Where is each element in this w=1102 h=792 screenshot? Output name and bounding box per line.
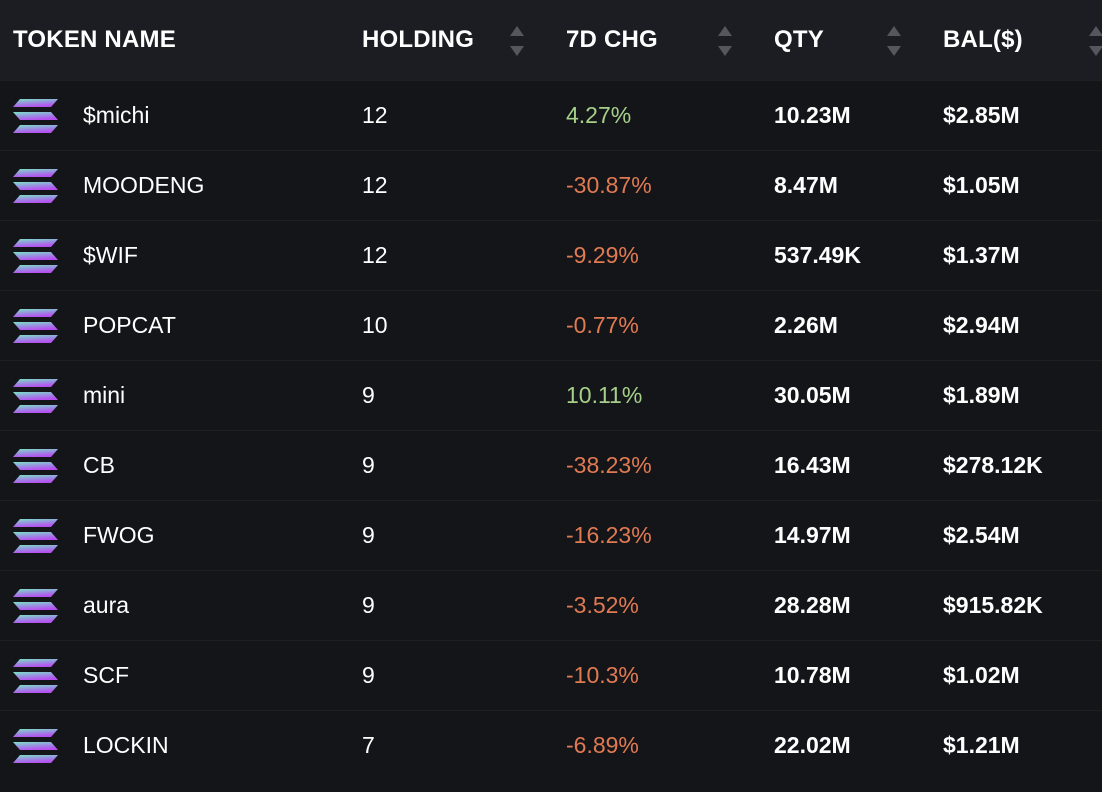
change-7d: -30.87% <box>566 172 652 198</box>
column-header-balance[interactable]: BAL($) <box>943 26 1023 53</box>
holding-count: 12 <box>362 172 388 198</box>
solana-icon <box>12 728 59 764</box>
quantity: 537.49K <box>774 242 861 268</box>
table-row[interactable]: aura 9 -3.52% 28.28M $915.82K <box>0 570 1102 640</box>
balance: $915.82K <box>943 592 1043 618</box>
balance: $1.21M <box>943 732 1020 758</box>
table-body: $michi 12 4.27% 10.23M $2.85M MOODENG 12… <box>0 80 1102 780</box>
quantity: 10.23M <box>774 102 851 128</box>
solana-icon <box>12 238 59 274</box>
token-name[interactable]: LOCKIN <box>83 732 169 758</box>
holding-count: 10 <box>362 312 388 338</box>
table-row[interactable]: $WIF 12 -9.29% 537.49K $1.37M <box>0 220 1102 290</box>
holding-count: 9 <box>362 662 375 688</box>
table-row[interactable]: LOCKIN 7 -6.89% 22.02M $1.21M <box>0 710 1102 780</box>
token-name[interactable]: mini <box>83 382 126 408</box>
table-row[interactable]: FWOG 9 -16.23% 14.97M $2.54M <box>0 500 1102 570</box>
token-name[interactable]: $WIF <box>83 242 138 268</box>
balance: $1.89M <box>943 382 1020 408</box>
token-name[interactable]: aura <box>83 592 130 618</box>
balance: $2.94M <box>943 312 1020 338</box>
quantity: 14.97M <box>774 522 851 548</box>
sort-balance-icon[interactable] <box>1089 26 1102 56</box>
balance: $1.05M <box>943 172 1020 198</box>
quantity: 22.02M <box>774 732 851 758</box>
token-name[interactable]: FWOG <box>83 522 155 548</box>
table-header: TOKEN NAME HOLDING 7D CHG QTY BAL($) <box>0 0 1102 80</box>
holding-count: 9 <box>362 592 375 618</box>
holding-count: 9 <box>362 452 375 478</box>
holding-count: 12 <box>362 242 388 268</box>
change-7d: -38.23% <box>566 452 652 478</box>
token-name[interactable]: MOODENG <box>83 172 205 198</box>
solana-icon <box>12 98 59 134</box>
quantity: 2.26M <box>774 312 838 338</box>
table-row[interactable]: POPCAT 10 -0.77% 2.26M $2.94M <box>0 290 1102 360</box>
quantity: 10.78M <box>774 662 851 688</box>
balance: $2.85M <box>943 102 1020 128</box>
solana-icon <box>12 378 59 414</box>
quantity: 8.47M <box>774 172 838 198</box>
solana-icon <box>12 518 59 554</box>
quantity: 30.05M <box>774 382 851 408</box>
solana-icon <box>12 658 59 694</box>
change-7d: 10.11% <box>566 382 643 408</box>
table-row[interactable]: CB 9 -38.23% 16.43M $278.12K <box>0 430 1102 500</box>
holding-count: 9 <box>362 522 375 548</box>
sort-7d-change-icon[interactable] <box>718 26 732 56</box>
quantity: 28.28M <box>774 592 851 618</box>
table-row[interactable]: $michi 12 4.27% 10.23M $2.85M <box>0 80 1102 150</box>
change-7d: 4.27% <box>566 102 632 128</box>
solana-icon <box>12 168 59 204</box>
token-name[interactable]: POPCAT <box>83 312 176 338</box>
change-7d: -3.52% <box>566 592 639 618</box>
solana-icon <box>12 308 59 344</box>
sort-qty-icon[interactable] <box>887 26 901 56</box>
balance: $1.02M <box>943 662 1020 688</box>
change-7d: -16.23% <box>566 522 652 548</box>
solana-icon <box>12 588 59 624</box>
change-7d: -10.3% <box>566 662 639 688</box>
holding-count: 9 <box>362 382 375 408</box>
change-7d: -9.29% <box>566 242 639 268</box>
balance: $1.37M <box>943 242 1020 268</box>
table-row[interactable]: SCF 9 -10.3% 10.78M $1.02M <box>0 640 1102 710</box>
sort-holding-icon[interactable] <box>510 26 524 56</box>
column-header-token-name: TOKEN NAME <box>13 26 176 53</box>
change-7d: -0.77% <box>566 312 639 338</box>
change-7d: -6.89% <box>566 732 639 758</box>
quantity: 16.43M <box>774 452 851 478</box>
holding-count: 7 <box>362 732 375 758</box>
column-header-7d-change[interactable]: 7D CHG <box>566 26 658 53</box>
column-header-qty[interactable]: QTY <box>774 26 824 53</box>
holding-count: 12 <box>362 102 388 128</box>
token-name[interactable]: CB <box>83 452 115 478</box>
token-name[interactable]: $michi <box>83 102 150 128</box>
token-name[interactable]: SCF <box>83 662 129 688</box>
table-row[interactable]: MOODENG 12 -30.87% 8.47M $1.05M <box>0 150 1102 220</box>
column-header-holding[interactable]: HOLDING <box>362 26 475 53</box>
balance: $2.54M <box>943 522 1020 548</box>
balance: $278.12K <box>943 452 1043 478</box>
table-row[interactable]: mini 9 10.11% 30.05M $1.89M <box>0 360 1102 430</box>
solana-icon <box>12 448 59 484</box>
